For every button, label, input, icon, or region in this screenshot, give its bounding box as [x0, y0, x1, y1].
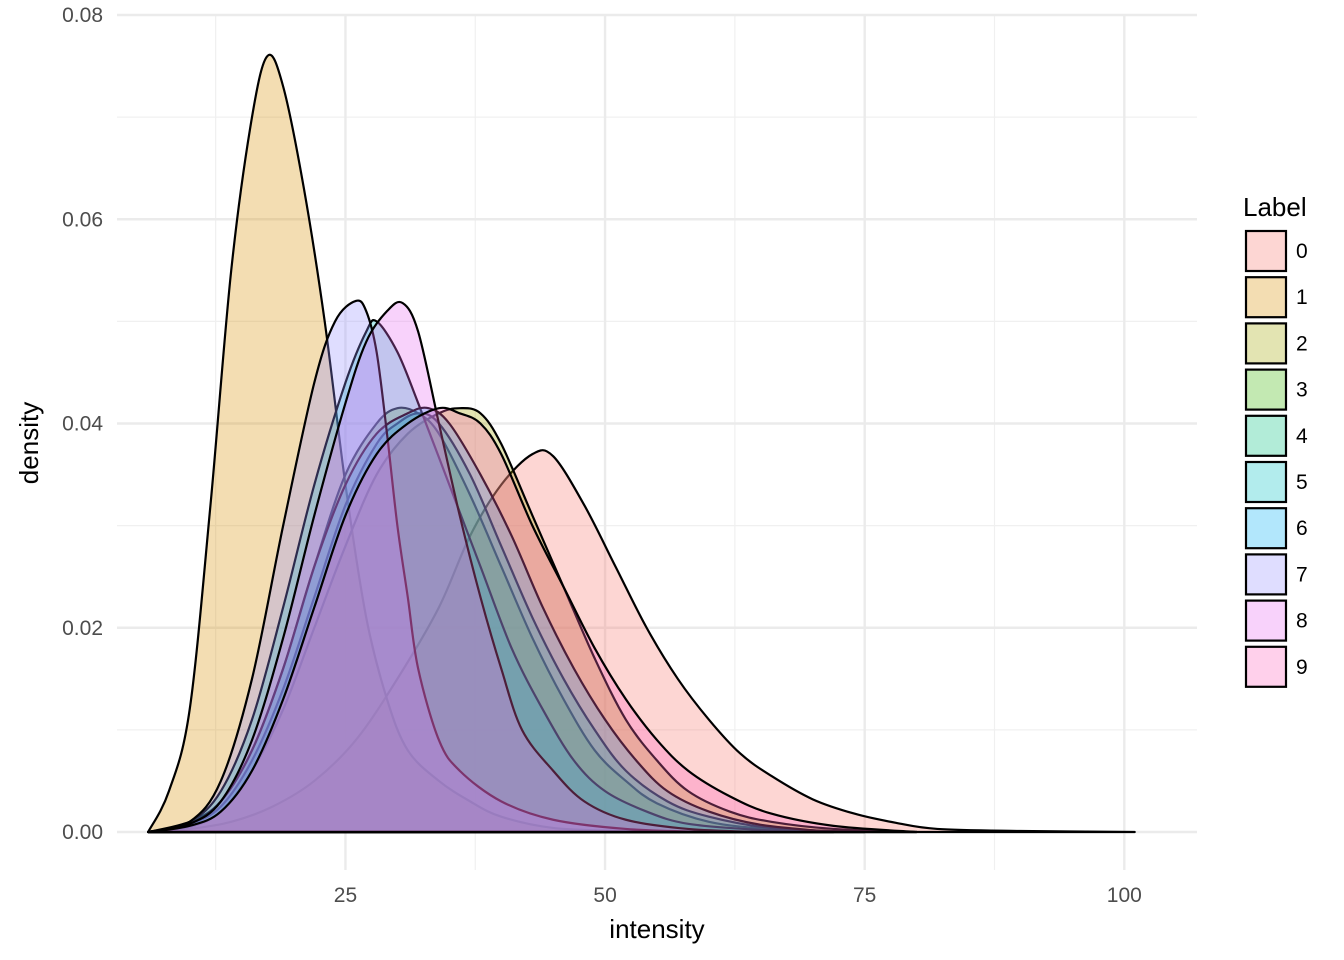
legend-key-5 [1244, 460, 1288, 504]
legend-key-bg [1245, 322, 1287, 365]
legend-key-3 [1244, 368, 1288, 411]
density-area-7 [147, 299, 711, 834]
legend: Label 0 1 2 3 4 5 6 7 8 9 [1243, 192, 1308, 688]
y-tick-label: 0.06 [62, 208, 103, 231]
legend-title: Label [1243, 192, 1307, 222]
legend-key-0 [1244, 229, 1288, 273]
legend-key-bg [1245, 276, 1287, 319]
legend-key-2 [1244, 322, 1288, 365]
density-area-6 [147, 406, 835, 834]
x-axis-title: intensity [609, 914, 704, 944]
legend-key-7 [1244, 553, 1288, 596]
legend-label-8: 8 [1296, 610, 1308, 633]
x-axis-ticks: 25 50 75 100 [334, 884, 1142, 907]
legend-label-9: 9 [1296, 656, 1308, 679]
legend-key-bg [1245, 230, 1287, 272]
legend-key-8 [1244, 599, 1288, 642]
legend-key-bg [1245, 553, 1287, 596]
x-tick-label: 100 [1107, 884, 1142, 907]
legend-key-bg [1245, 414, 1287, 457]
density-areas [147, 53, 1136, 834]
density-area-5 [147, 319, 835, 834]
legend-key-bg [1245, 461, 1287, 503]
legend-key-9 [1244, 645, 1288, 688]
legend-key-bg [1245, 368, 1287, 411]
y-axis-ticks: 0.00 0.02 0.04 0.06 0.08 [62, 4, 103, 844]
density-area-1 [147, 53, 711, 834]
legend-key-4 [1244, 414, 1288, 457]
legend-key-bg [1245, 599, 1287, 642]
density-area-0 [147, 449, 1136, 834]
legend-label-2: 2 [1296, 332, 1308, 355]
legend-key-bg [1245, 507, 1287, 550]
legend-label-3: 3 [1296, 379, 1308, 402]
y-tick-label: 0.02 [62, 617, 103, 640]
legend-label-1: 1 [1296, 286, 1308, 309]
legend-label-7: 7 [1296, 563, 1308, 586]
y-tick-label: 0.08 [62, 4, 103, 27]
legend-key-1 [1244, 276, 1288, 319]
y-axis-title: density [14, 402, 44, 484]
x-tick-label: 50 [593, 884, 616, 907]
density-area-8 [147, 300, 762, 834]
legend-label-0: 0 [1296, 240, 1308, 263]
legend-label-6: 6 [1296, 517, 1308, 540]
x-tick-label: 25 [334, 884, 357, 907]
density-area-9 [147, 406, 918, 834]
y-tick-label: 0.04 [62, 413, 103, 436]
legend-key-6 [1244, 507, 1288, 550]
legend-label-4: 4 [1296, 425, 1308, 448]
legend-key-bg [1245, 645, 1287, 688]
x-tick-label: 75 [853, 884, 876, 907]
legend-label-5: 5 [1296, 471, 1308, 494]
y-tick-label: 0.00 [62, 821, 103, 844]
